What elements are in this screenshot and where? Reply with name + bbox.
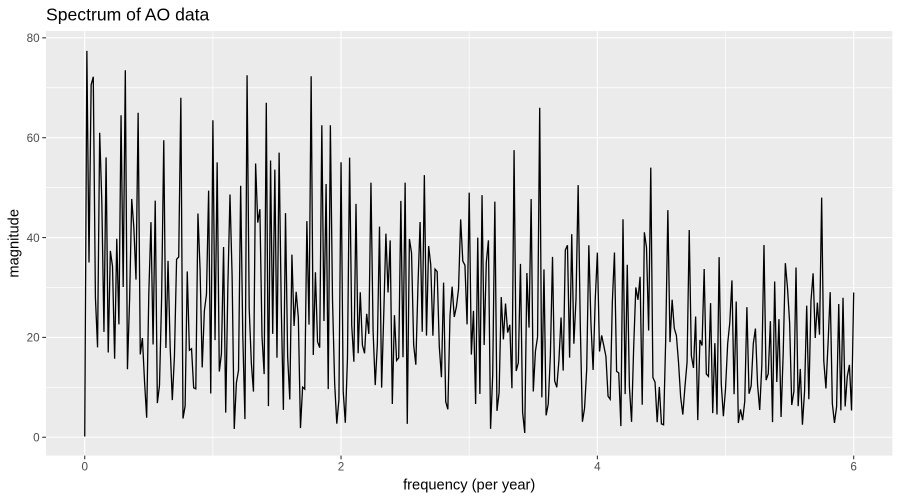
svg-text:60: 60: [27, 132, 41, 145]
svg-text:0: 0: [81, 461, 88, 474]
svg-text:0: 0: [33, 431, 40, 444]
svg-text:6: 6: [850, 461, 857, 474]
svg-text:40: 40: [27, 232, 41, 245]
svg-text:80: 80: [27, 32, 41, 45]
svg-text:Spectrum of AO data: Spectrum of AO data: [46, 5, 210, 25]
svg-text:magnitude: magnitude: [7, 209, 23, 278]
svg-text:frequency (per year): frequency (per year): [403, 478, 535, 494]
svg-text:20: 20: [27, 332, 41, 345]
svg-text:4: 4: [594, 461, 601, 474]
svg-text:2: 2: [338, 461, 345, 474]
